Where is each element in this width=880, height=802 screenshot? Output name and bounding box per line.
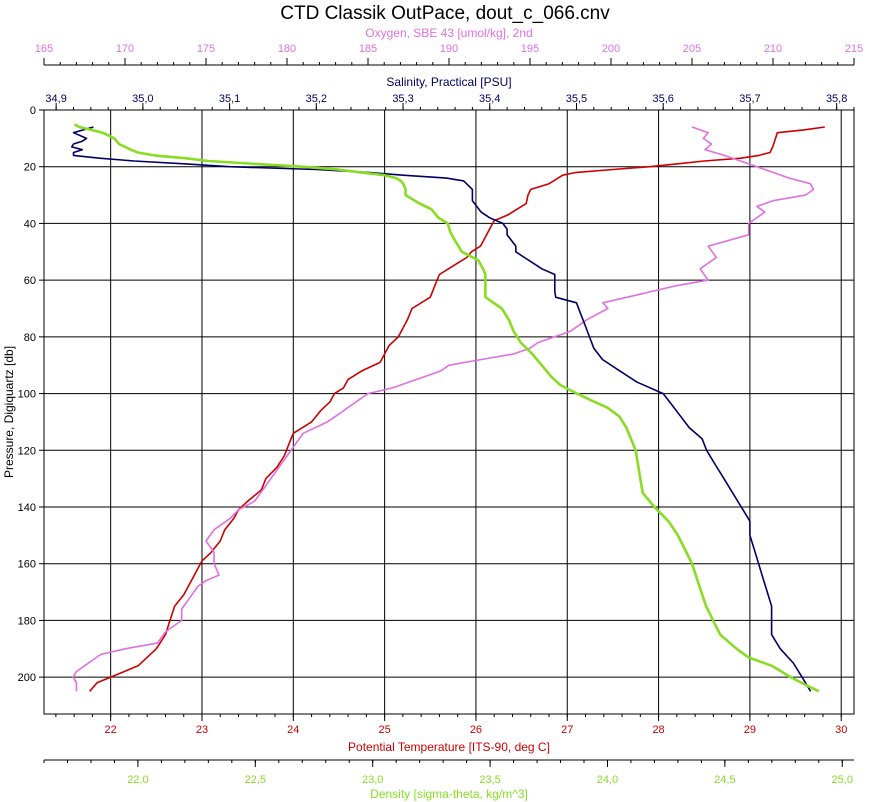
temperature-tick-label: 22	[105, 724, 117, 736]
salinity-tick-label: 35,6	[652, 93, 673, 105]
grid-lines	[44, 109, 854, 714]
oxygen-profile-line	[72, 126, 815, 692]
salinity-tick-label: 35,0	[132, 93, 153, 105]
salinity-tick-label: 35,5	[566, 93, 587, 105]
oxygen-tick-label: 185	[359, 43, 377, 55]
oxygen-tick-label: 165	[35, 43, 53, 55]
pressure-tick-label: 200	[18, 672, 36, 684]
salinity-tick-label: 35,2	[306, 93, 327, 105]
plot-area	[43, 109, 855, 715]
pressure-tick-label: 20	[24, 162, 36, 174]
density-tick-label: 23,0	[362, 774, 383, 786]
axes: 0 20 40 60 80 100 120 140 160 180 200 165 170 175 180 1…	[18, 26, 864, 801]
oxygen-tick-label: 190	[440, 43, 458, 55]
density-tick-label: 23,5	[479, 774, 500, 786]
oxygen-axis-title: Oxygen, SBE 43 [umol/kg], 2nd	[365, 26, 532, 40]
temperature-tick-label: 27	[561, 724, 573, 736]
temperature-profile-line	[89, 126, 825, 692]
pressure-tick-label: 60	[24, 275, 36, 287]
series-lines	[71, 123, 825, 693]
temperature-tick-label: 24	[287, 724, 299, 736]
chart-title: CTD Classik OutPace, dout_c_066.cnv	[280, 3, 610, 24]
density-tick-label: 22,0	[127, 774, 148, 786]
temperature-tick-label: 30	[835, 724, 847, 736]
pressure-tick-label: 120	[18, 445, 36, 457]
oxygen-tick-label: 200	[602, 43, 620, 55]
pressure-tick-label: 100	[18, 389, 36, 401]
salinity-tick-label: 35,1	[219, 93, 240, 105]
salinity-tick-label: 35,3	[392, 93, 413, 105]
temperature-tick-label: 29	[744, 724, 756, 736]
salinity-tick-label: 35,4	[479, 93, 500, 105]
salinity-axis-title: Salinity, Practical [PSU]	[386, 75, 511, 89]
temperature-tick-label: 26	[470, 724, 482, 736]
oxygen-tick-label: 215	[845, 43, 863, 55]
density-tick-label: 24,0	[597, 774, 618, 786]
salinity-tick-label: 35,7	[739, 93, 760, 105]
density-profile-line	[73, 123, 820, 693]
salinity-tick-label: 34,9	[45, 93, 66, 105]
temperature-tick-label: 23	[196, 724, 208, 736]
pressure-tick-label: 160	[18, 559, 36, 571]
oxygen-tick-label: 170	[116, 43, 134, 55]
density-axis-title: Density [sigma-theta, kg/m^3]	[370, 787, 528, 801]
density-tick-label: 24,5	[714, 774, 735, 786]
oxygen-tick-label: 180	[278, 43, 296, 55]
pressure-tick-label: 0	[30, 105, 36, 117]
salinity-profile-line	[71, 126, 812, 692]
oxygen-tick-label: 195	[521, 43, 539, 55]
oxygen-tick-label: 210	[764, 43, 782, 55]
salinity-tick-label: 35,8	[826, 93, 847, 105]
temperature-axis-title: Potential Temperature [ITS-90, deg C]	[348, 740, 550, 754]
density-tick-label: 22,5	[245, 774, 266, 786]
temperature-tick-label: 25	[378, 724, 390, 736]
density-tick-label: 25,0	[832, 774, 853, 786]
oxygen-tick-label: 205	[683, 43, 701, 55]
pressure-tick-label: 40	[24, 218, 36, 230]
y-axis-label: Pressure, Digiquartz [db]	[2, 346, 16, 478]
pressure-tick-label: 80	[24, 332, 36, 344]
pressure-tick-label: 140	[18, 502, 36, 514]
temperature-tick-label: 28	[652, 724, 664, 736]
pressure-tick-label: 180	[18, 615, 36, 627]
oxygen-tick-label: 175	[197, 43, 215, 55]
